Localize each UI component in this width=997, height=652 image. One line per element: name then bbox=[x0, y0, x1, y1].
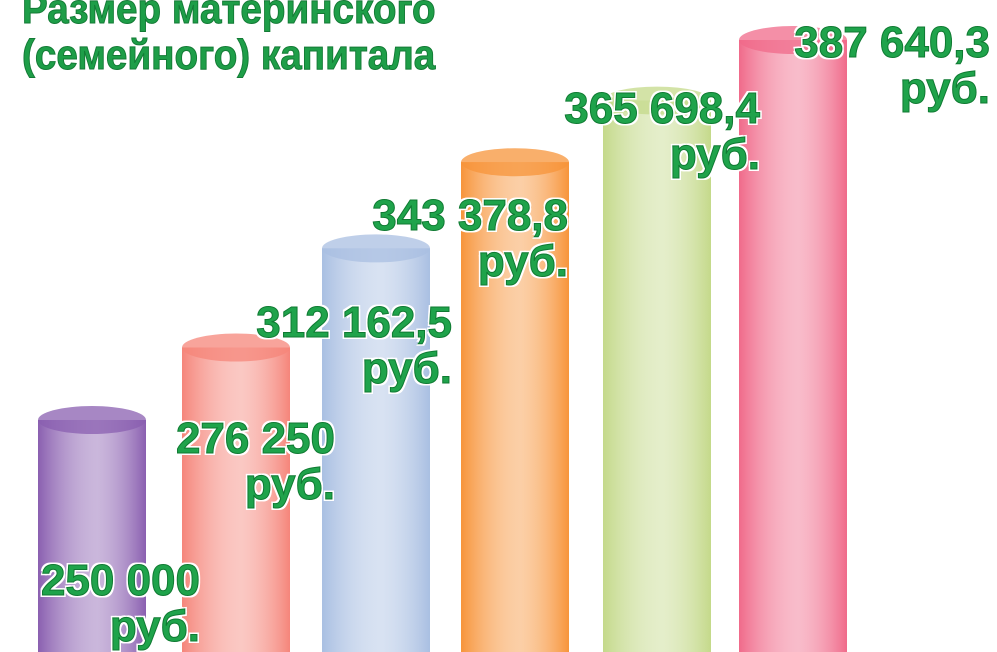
bar bbox=[603, 101, 711, 652]
value-label: 276 250 руб. bbox=[105, 416, 335, 508]
value-label: 250 000 руб. bbox=[0, 558, 200, 650]
value-label: 343 378,8 руб. bbox=[338, 193, 568, 285]
value-label: 387 640,3 руб. bbox=[760, 20, 990, 112]
page: {"chart_data": {"type": "bar", "title": … bbox=[0, 0, 997, 652]
value-label: 365 698,4 руб. bbox=[530, 86, 760, 178]
chart-title: Размер материнского (семейного) капитала bbox=[22, 0, 464, 78]
value-label: 312 162,5 руб. bbox=[222, 300, 452, 392]
